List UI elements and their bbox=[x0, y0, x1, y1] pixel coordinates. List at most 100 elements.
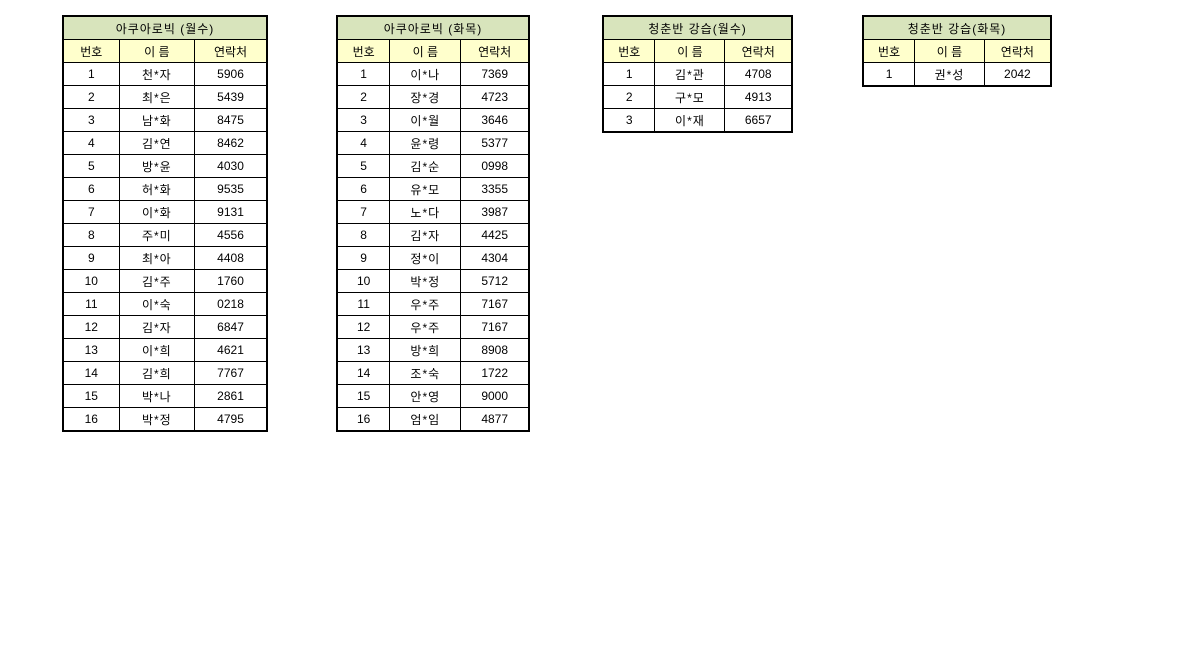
cell-name[interactable]: 장*경 bbox=[389, 85, 462, 109]
cell-number[interactable]: 4 bbox=[336, 131, 391, 155]
cell-contact[interactable]: 0998 bbox=[460, 154, 530, 178]
cell-name[interactable]: 이*재 bbox=[654, 108, 726, 133]
cell-number[interactable]: 8 bbox=[62, 223, 120, 247]
column-header-contact[interactable]: 연락처 bbox=[460, 39, 530, 63]
cell-name[interactable]: 조*숙 bbox=[389, 361, 462, 385]
column-header-contact[interactable]: 연락처 bbox=[194, 39, 268, 63]
cell-number[interactable]: 11 bbox=[62, 292, 120, 316]
cell-contact[interactable]: 1722 bbox=[460, 361, 530, 385]
cell-contact[interactable]: 4304 bbox=[460, 246, 530, 270]
cell-name[interactable]: 이*화 bbox=[118, 200, 196, 224]
cell-contact[interactable]: 1760 bbox=[194, 269, 268, 293]
column-header-contact[interactable]: 연락처 bbox=[724, 39, 793, 63]
cell-number[interactable]: 2 bbox=[62, 85, 120, 109]
cell-contact[interactable]: 9535 bbox=[194, 177, 268, 201]
cell-number[interactable]: 10 bbox=[336, 269, 391, 293]
cell-name[interactable]: 엄*임 bbox=[389, 407, 462, 432]
cell-contact[interactable]: 4621 bbox=[194, 338, 268, 362]
cell-name[interactable]: 노*다 bbox=[389, 200, 462, 224]
column-header-name[interactable]: 이 름 bbox=[914, 39, 985, 63]
cell-number[interactable]: 15 bbox=[62, 384, 120, 408]
cell-number[interactable]: 8 bbox=[336, 223, 391, 247]
cell-number[interactable]: 12 bbox=[336, 315, 391, 339]
cell-name[interactable]: 주*미 bbox=[118, 223, 196, 247]
cell-number[interactable]: 13 bbox=[62, 338, 120, 362]
cell-number[interactable]: 2 bbox=[336, 85, 391, 109]
cell-contact[interactable]: 2861 bbox=[194, 384, 268, 408]
cell-contact[interactable]: 4877 bbox=[460, 407, 530, 432]
cell-name[interactable]: 박*정 bbox=[118, 407, 196, 432]
cell-name[interactable]: 김*희 bbox=[118, 361, 196, 385]
cell-name[interactable]: 김*주 bbox=[118, 269, 196, 293]
cell-number[interactable]: 13 bbox=[336, 338, 391, 362]
cell-name[interactable]: 남*화 bbox=[118, 108, 196, 132]
cell-contact[interactable]: 9131 bbox=[194, 200, 268, 224]
cell-name[interactable]: 이*월 bbox=[389, 108, 462, 132]
cell-contact[interactable]: 8462 bbox=[194, 131, 268, 155]
cell-contact[interactable]: 8475 bbox=[194, 108, 268, 132]
column-header-name[interactable]: 이 름 bbox=[654, 39, 726, 63]
cell-name[interactable]: 김*자 bbox=[118, 315, 196, 339]
cell-contact[interactable]: 4795 bbox=[194, 407, 268, 432]
table-title[interactable]: 아쿠아로빅 (화목) bbox=[336, 15, 530, 40]
cell-name[interactable]: 김*자 bbox=[389, 223, 462, 247]
cell-name[interactable]: 박*정 bbox=[389, 269, 462, 293]
cell-contact[interactable]: 6847 bbox=[194, 315, 268, 339]
cell-number[interactable]: 4 bbox=[62, 131, 120, 155]
cell-contact[interactable]: 4708 bbox=[724, 62, 793, 86]
cell-number[interactable]: 1 bbox=[862, 62, 916, 87]
cell-contact[interactable]: 9000 bbox=[460, 384, 530, 408]
cell-number[interactable]: 5 bbox=[336, 154, 391, 178]
cell-contact[interactable]: 4030 bbox=[194, 154, 268, 178]
cell-contact[interactable]: 5906 bbox=[194, 62, 268, 86]
cell-number[interactable]: 15 bbox=[336, 384, 391, 408]
cell-name[interactable]: 이*숙 bbox=[118, 292, 196, 316]
table-title[interactable]: 청춘반 강습(화목) bbox=[862, 15, 1052, 40]
cell-name[interactable]: 구*모 bbox=[654, 85, 726, 109]
cell-name[interactable]: 최*은 bbox=[118, 85, 196, 109]
column-header-name[interactable]: 이 름 bbox=[118, 39, 196, 63]
cell-contact[interactable]: 3987 bbox=[460, 200, 530, 224]
column-header-number[interactable]: 번호 bbox=[602, 39, 656, 63]
cell-name[interactable]: 우*주 bbox=[389, 292, 462, 316]
column-header-number[interactable]: 번호 bbox=[336, 39, 391, 63]
cell-contact[interactable]: 7167 bbox=[460, 315, 530, 339]
cell-contact[interactable]: 5712 bbox=[460, 269, 530, 293]
cell-contact[interactable]: 4425 bbox=[460, 223, 530, 247]
cell-name[interactable]: 김*순 bbox=[389, 154, 462, 178]
cell-number[interactable]: 11 bbox=[336, 292, 391, 316]
table-title[interactable]: 아쿠아로빅 (월수) bbox=[62, 15, 268, 40]
cell-name[interactable]: 안*영 bbox=[389, 384, 462, 408]
column-header-number[interactable]: 번호 bbox=[62, 39, 120, 63]
cell-number[interactable]: 1 bbox=[62, 62, 120, 86]
cell-number[interactable]: 2 bbox=[602, 85, 656, 109]
cell-number[interactable]: 9 bbox=[62, 246, 120, 270]
cell-name[interactable]: 허*화 bbox=[118, 177, 196, 201]
cell-number[interactable]: 9 bbox=[336, 246, 391, 270]
cell-number[interactable]: 1 bbox=[602, 62, 656, 86]
cell-number[interactable]: 3 bbox=[602, 108, 656, 133]
cell-number[interactable]: 14 bbox=[336, 361, 391, 385]
cell-number[interactable]: 12 bbox=[62, 315, 120, 339]
cell-number[interactable]: 16 bbox=[336, 407, 391, 432]
cell-number[interactable]: 3 bbox=[62, 108, 120, 132]
cell-number[interactable]: 7 bbox=[62, 200, 120, 224]
cell-name[interactable]: 이*희 bbox=[118, 338, 196, 362]
cell-name[interactable]: 박*나 bbox=[118, 384, 196, 408]
cell-name[interactable]: 김*관 bbox=[654, 62, 726, 86]
column-header-name[interactable]: 이 름 bbox=[389, 39, 462, 63]
cell-number[interactable]: 6 bbox=[62, 177, 120, 201]
cell-contact[interactable]: 7167 bbox=[460, 292, 530, 316]
cell-contact[interactable]: 7767 bbox=[194, 361, 268, 385]
cell-number[interactable]: 6 bbox=[336, 177, 391, 201]
cell-contact[interactable]: 5439 bbox=[194, 85, 268, 109]
column-header-contact[interactable]: 연락처 bbox=[983, 39, 1052, 63]
cell-number[interactable]: 3 bbox=[336, 108, 391, 132]
cell-contact[interactable]: 4723 bbox=[460, 85, 530, 109]
table-title[interactable]: 청춘반 강습(월수) bbox=[602, 15, 793, 40]
cell-name[interactable]: 정*이 bbox=[389, 246, 462, 270]
cell-contact[interactable]: 0218 bbox=[194, 292, 268, 316]
cell-name[interactable]: 김*연 bbox=[118, 131, 196, 155]
cell-name[interactable]: 이*나 bbox=[389, 62, 462, 86]
cell-contact[interactable]: 3646 bbox=[460, 108, 530, 132]
